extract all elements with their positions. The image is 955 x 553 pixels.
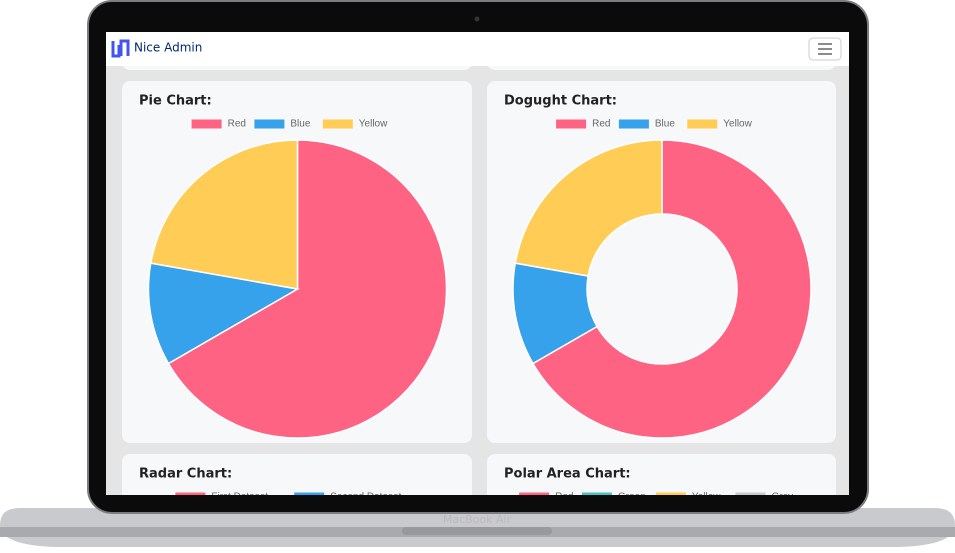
legend-label: Yellow — [723, 119, 752, 130]
card-title: Pie Chart: — [139, 94, 212, 109]
slice — [149, 139, 299, 290]
legend-swatch — [254, 119, 285, 129]
slice — [514, 139, 663, 277]
legend-label: Red — [228, 119, 246, 130]
legend-label: Grey — [772, 492, 794, 503]
legend-label: Yellow — [359, 119, 388, 130]
legend-label: Blue — [655, 119, 675, 130]
card-title: Dogught Chart: — [504, 94, 617, 109]
header — [106, 32, 849, 66]
card — [487, 454, 836, 495]
menu-icon — [818, 43, 832, 55]
legend-swatch — [322, 119, 353, 129]
legend-swatch — [294, 492, 325, 495]
logo — [111, 39, 130, 58]
brand: Nice Admin — [134, 41, 202, 55]
legend-label: Yellow — [692, 492, 721, 503]
legend-label: Red — [555, 492, 573, 503]
screen: Nice Admin Pie Chart: Red Blue Yellow Dogugh… — [106, 32, 849, 503]
slice — [147, 262, 300, 365]
legend-swatch — [191, 119, 222, 129]
legend-swatch — [556, 119, 587, 129]
legend-swatch — [655, 492, 686, 495]
legend-swatch — [175, 492, 206, 495]
card-title: Polar Area Chart: — [504, 467, 631, 482]
legend-label: Second Dataset — [330, 492, 401, 503]
legend-label: Green — [618, 492, 646, 503]
legend-label: Red — [592, 119, 610, 130]
slice — [167, 139, 448, 439]
card-title: Radar Chart: — [139, 467, 232, 482]
legend-swatch — [618, 119, 649, 129]
legend-swatch — [581, 492, 612, 495]
camera — [474, 16, 480, 22]
card — [122, 454, 472, 495]
slice — [531, 139, 812, 439]
legend-label: First Dataset — [211, 492, 268, 503]
cards: Pie Chart: Red Blue Yellow Dogught Chart: Red… — [122, 81, 836, 503]
legend-swatch — [687, 119, 718, 129]
device-label: MacBook Air — [443, 513, 512, 526]
notch — [402, 527, 552, 535]
legend-swatch — [735, 492, 766, 495]
legend-label: Blue — [290, 119, 310, 130]
legend-swatch — [519, 492, 550, 495]
